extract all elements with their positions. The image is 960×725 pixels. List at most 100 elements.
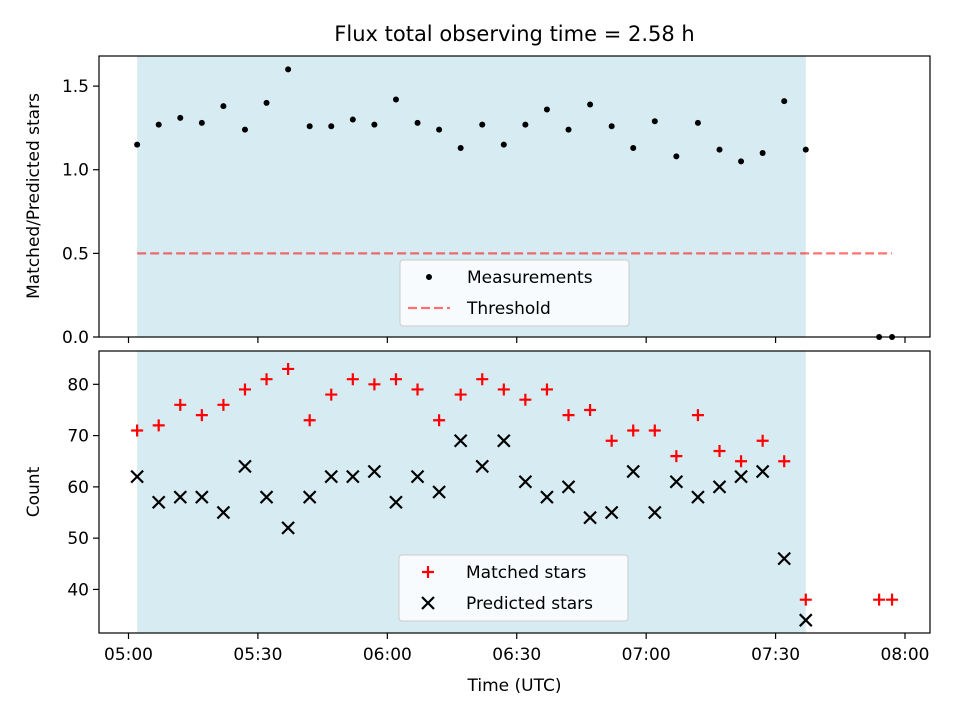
matched-star-point bbox=[282, 362, 295, 375]
predicted-star-point bbox=[648, 505, 662, 520]
predicted-star-point bbox=[734, 469, 748, 484]
predicted-star-point bbox=[195, 490, 209, 504]
series-predicted-stars bbox=[130, 433, 813, 627]
matched-star-point bbox=[217, 398, 230, 411]
matched-star-point bbox=[260, 373, 273, 386]
matched-star-point bbox=[325, 388, 338, 401]
measurement-point bbox=[198, 119, 205, 126]
predicted-star-point bbox=[216, 505, 231, 520]
predicted-star-point bbox=[151, 495, 166, 510]
measurement-point bbox=[738, 158, 745, 165]
matched-star-point bbox=[454, 388, 467, 401]
predicted-star-point bbox=[691, 490, 705, 504]
matched-star-point bbox=[238, 383, 251, 396]
predicted-star-point bbox=[367, 464, 382, 479]
measurement-point bbox=[673, 153, 680, 160]
matched-star-point bbox=[368, 378, 381, 391]
predicted-star-point bbox=[302, 490, 317, 504]
predicted-star-point bbox=[626, 464, 641, 479]
measurement-point bbox=[651, 118, 658, 125]
matched-star-point bbox=[131, 424, 144, 437]
predicted-star-point bbox=[324, 469, 339, 484]
legend-measurements-marker bbox=[426, 274, 432, 280]
predicted-star-point bbox=[259, 490, 274, 504]
x-tick-label: 05:30 bbox=[233, 645, 282, 665]
matched-star-point bbox=[670, 450, 683, 463]
chart-title: Flux total observing time = 2.58 h bbox=[334, 22, 694, 46]
matched-star-point bbox=[497, 383, 510, 396]
predicted-star-point bbox=[755, 464, 770, 479]
matched-star-point bbox=[735, 455, 748, 468]
predicted-star-point bbox=[281, 521, 295, 535]
predicted-star-point bbox=[238, 459, 252, 474]
predicted-star-point bbox=[130, 469, 144, 484]
x-tick-label: 07:00 bbox=[622, 645, 671, 665]
y-tick-label: 0.0 bbox=[62, 328, 89, 348]
matched-star-point bbox=[346, 373, 359, 386]
predicted-star-point bbox=[432, 485, 446, 499]
ratio-panel: 0.0 0.5 1.0 1.5 Measurements Threshold bbox=[62, 55, 931, 348]
legend-predicted-marker bbox=[421, 596, 435, 610]
x-axis-label: Time (UTC) bbox=[467, 676, 562, 696]
predicted-star-point bbox=[518, 474, 533, 489]
measurement-point bbox=[630, 144, 637, 151]
matched-star-point bbox=[648, 424, 661, 437]
matched-star-point bbox=[799, 593, 812, 606]
predicted-star-point bbox=[669, 474, 684, 489]
measurement-point bbox=[155, 121, 162, 128]
plot-frame bbox=[98, 350, 931, 634]
measurement-point bbox=[716, 146, 723, 153]
predicted-star-point bbox=[475, 459, 490, 474]
y-tick-label: 40 bbox=[67, 580, 89, 600]
measurement-point bbox=[414, 119, 421, 126]
measurement-point bbox=[479, 121, 486, 128]
matched-star-point bbox=[411, 383, 424, 396]
matched-star-point bbox=[756, 434, 769, 447]
matched-star-point bbox=[476, 373, 489, 386]
predicted-star-point bbox=[389, 495, 403, 510]
legend-box bbox=[399, 259, 630, 327]
matched-star-point bbox=[691, 409, 704, 422]
predicted-star-point bbox=[583, 510, 597, 525]
measurement-point bbox=[565, 126, 572, 133]
measurement-point bbox=[241, 126, 248, 133]
predicted-star-point bbox=[561, 480, 576, 494]
legend-label: Threshold bbox=[466, 299, 551, 319]
matched-star-point bbox=[174, 398, 187, 411]
matched-star-point bbox=[873, 593, 886, 606]
matched-star-point bbox=[627, 424, 640, 437]
measurement-point bbox=[220, 103, 227, 110]
series-matched-stars bbox=[131, 362, 899, 606]
measurement-point bbox=[694, 119, 701, 126]
y-tick-label: 1.0 bbox=[62, 161, 89, 181]
matched-star-point bbox=[540, 383, 553, 396]
y-tick-label: 1.5 bbox=[62, 77, 89, 97]
measurement-point bbox=[177, 114, 184, 121]
matched-star-point bbox=[778, 455, 791, 468]
legend: Matched stars Predicted stars bbox=[398, 554, 629, 622]
measurement-point bbox=[543, 106, 550, 113]
matched-star-point bbox=[433, 414, 446, 427]
measurement-point bbox=[392, 96, 399, 103]
y-tick-label: 70 bbox=[67, 427, 89, 447]
matched-star-point bbox=[389, 373, 402, 386]
matched-star-point bbox=[713, 444, 726, 457]
y-tick-label: 50 bbox=[67, 529, 89, 549]
measurement-point bbox=[328, 123, 335, 130]
y-tick-label: 80 bbox=[67, 375, 89, 395]
measurement-point bbox=[522, 121, 529, 128]
bottom-y-axis-label: Count bbox=[24, 466, 44, 517]
predicted-star-point bbox=[410, 469, 425, 484]
measurement-point bbox=[608, 123, 615, 130]
plot-frame bbox=[98, 55, 931, 338]
x-tick-label: 05:00 bbox=[104, 645, 153, 665]
legend-box bbox=[398, 554, 629, 622]
count-panel: 40 50 60 70 80 05:00 05:30 06:00 06:30 07:00 07:30… bbox=[67, 350, 931, 665]
measurement-point bbox=[802, 146, 809, 153]
y-tick-label: 0.5 bbox=[62, 244, 89, 264]
matched-star-point bbox=[152, 419, 165, 432]
predicted-star-point bbox=[777, 551, 791, 566]
legend: Measurements Threshold bbox=[399, 259, 630, 327]
predicted-star-point bbox=[540, 490, 554, 504]
legend-label: Matched stars bbox=[466, 563, 586, 583]
